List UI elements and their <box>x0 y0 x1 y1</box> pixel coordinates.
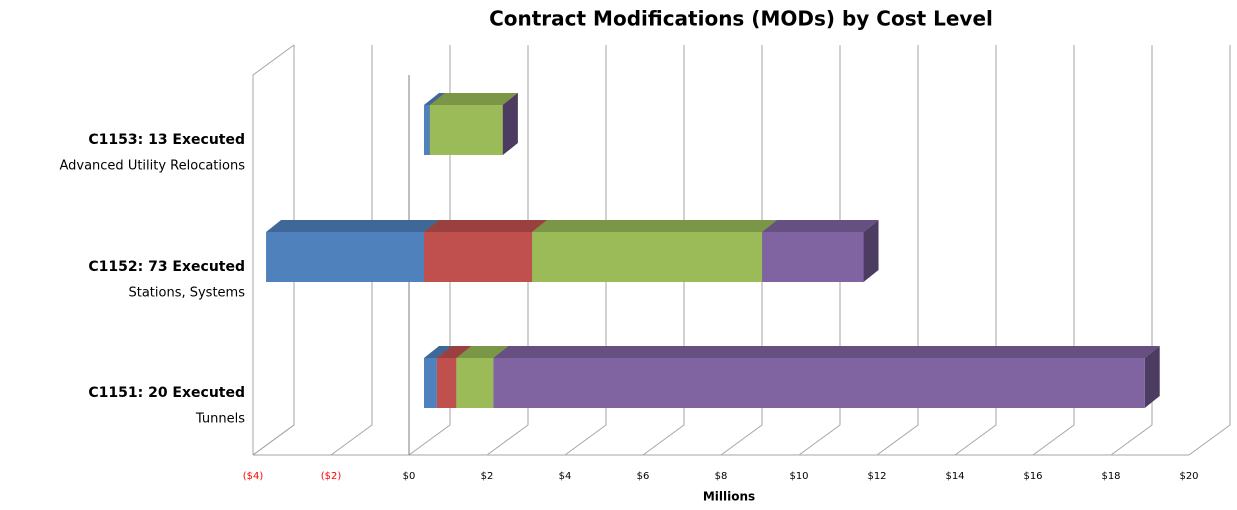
bar-face <box>532 232 763 282</box>
bar-face <box>429 105 503 155</box>
bar-segment <box>493 346 1160 408</box>
x-tick-label: $12 <box>867 471 886 482</box>
grid-line <box>876 45 919 456</box>
bar-face <box>424 220 548 232</box>
bar-face <box>424 346 452 358</box>
grid-line <box>1110 45 1153 456</box>
bar-segment <box>502 93 518 155</box>
category-description: Stations, Systems <box>128 286 245 301</box>
category-label: C1151: 20 Executed <box>88 385 245 401</box>
bar-face <box>456 346 509 358</box>
x-axis-title: Millions <box>703 490 755 504</box>
category-label: C1153: 13 Executed <box>88 132 245 148</box>
grid-line <box>720 45 763 456</box>
bar-segment <box>424 220 548 282</box>
x-tick-label: $2 <box>481 471 494 482</box>
bar-segment <box>532 220 778 282</box>
x-tick-label: $18 <box>1101 471 1120 482</box>
grid-line <box>564 45 607 456</box>
grid-line <box>1188 45 1231 456</box>
bar-face <box>436 346 472 358</box>
bar-face <box>424 93 445 105</box>
grid-line <box>1032 45 1075 456</box>
x-tick-label: $6 <box>637 471 650 482</box>
bar-segment <box>762 220 879 282</box>
x-tick-label: $14 <box>945 471 964 482</box>
grid-line <box>252 45 295 456</box>
bar-face <box>424 105 430 155</box>
x-tick-label: $4 <box>559 471 572 482</box>
grid-line <box>486 45 529 456</box>
x-tick-label: ($4) <box>243 471 264 482</box>
x-tick-label: $10 <box>789 471 808 482</box>
x-tick-label: $8 <box>715 471 728 482</box>
grid-line <box>798 45 841 456</box>
x-tick-label: $0 <box>403 471 416 482</box>
category-description: Advanced Utility Relocations <box>59 159 245 174</box>
bar-face <box>429 93 518 105</box>
bar-face <box>502 93 518 155</box>
chart-title: Contract Modifications (MODs) by Cost Le… <box>489 7 993 31</box>
grid-line <box>954 45 997 456</box>
category-description: Tunnels <box>195 412 245 427</box>
bar-face <box>762 232 864 282</box>
bar-face <box>266 232 424 282</box>
x-tick-label: $16 <box>1023 471 1042 482</box>
bar-face <box>424 232 533 282</box>
bar-face <box>493 358 1145 408</box>
grid-line <box>408 45 451 456</box>
bar-face <box>266 220 439 232</box>
x-tick-label: ($2) <box>321 471 342 482</box>
x-tick-label: $20 <box>1179 471 1198 482</box>
bar-face <box>493 346 1160 358</box>
grid-line <box>642 45 685 456</box>
bar-face <box>532 220 778 232</box>
category-label: C1152: 73 Executed <box>88 259 245 275</box>
bar-face <box>863 220 879 282</box>
bar-face <box>762 220 879 232</box>
bar-face <box>456 358 494 408</box>
bar-segment <box>266 220 439 282</box>
bar-face <box>436 358 457 408</box>
bar-face <box>424 358 437 408</box>
grid-line <box>330 45 373 456</box>
bar-face <box>1144 346 1160 408</box>
